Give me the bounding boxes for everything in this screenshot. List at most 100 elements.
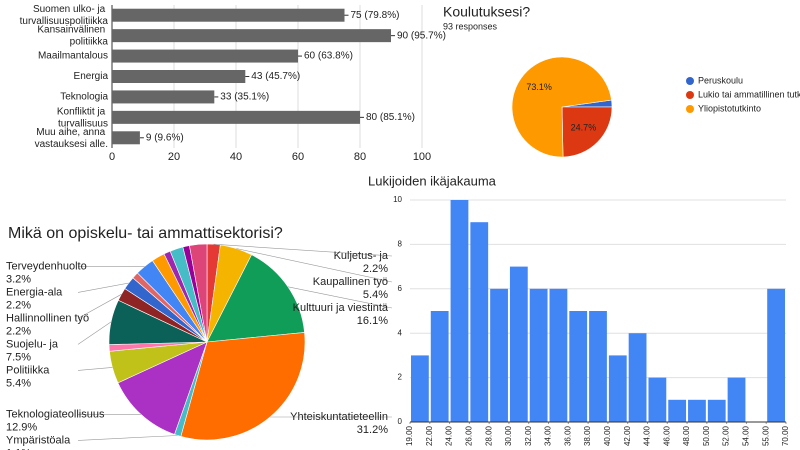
x-tick-label: 0 — [109, 151, 115, 163]
slice-percent: 31.2% — [357, 424, 388, 436]
leader-line — [213, 243, 393, 257]
y-tick-label: 0 — [398, 417, 403, 426]
slice-name: Kaupallinen työ — [313, 276, 388, 288]
x-tick-label: 38.00 — [583, 425, 592, 446]
slice-name: Kulttuuri ja viestintä — [293, 302, 389, 314]
bar — [112, 29, 391, 43]
slice-label: 24.7% — [571, 122, 597, 132]
y-tick-label: Maailmantalous — [38, 51, 108, 62]
y-tick-label: Kansainvälinen politiikka — [37, 24, 108, 47]
slice-percent: 12.9% — [6, 421, 37, 433]
bar — [648, 377, 667, 422]
x-tick-label: 20 — [168, 151, 180, 163]
x-tick-label: 54.00 — [742, 425, 751, 446]
y-tick-label: 8 — [398, 240, 403, 249]
x-tick-label: 30.00 — [504, 425, 513, 446]
x-tick-label: 55.00 — [761, 425, 770, 446]
x-tick-label: 40 — [230, 151, 242, 163]
x-tick-label: 26.00 — [464, 425, 473, 446]
x-tick-label: 22.00 — [425, 425, 434, 446]
leader-line — [287, 286, 393, 309]
leader-line — [77, 294, 122, 319]
x-tick-label: 60 — [292, 151, 304, 163]
slice-name: Teknologiateollisuus — [6, 408, 105, 420]
bar — [112, 131, 140, 145]
bar — [767, 288, 785, 422]
bar — [628, 333, 647, 422]
bar — [411, 355, 429, 422]
pie-slice — [189, 243, 208, 343]
slice-name: Politiikka — [6, 364, 50, 376]
bar — [707, 399, 726, 422]
bar — [430, 311, 449, 422]
x-tick-label: 32.00 — [524, 425, 533, 446]
bar — [112, 8, 345, 22]
slice-percent: 7.5% — [6, 351, 31, 363]
chart-title: Mikä on opiskelu- tai ammattisektorisi? — [8, 225, 283, 242]
x-tick-label: 24.00 — [445, 425, 454, 446]
y-tick-label: Konfliktit ja turvallisuus — [57, 106, 108, 129]
bar — [450, 200, 469, 422]
slice-name: Kuljetus- ja — [334, 250, 389, 262]
slice-name: Yhteiskuntatieteellin — [290, 411, 388, 423]
leader-line — [77, 367, 113, 371]
bar — [112, 49, 298, 63]
bar — [112, 110, 360, 124]
slice-percent: 1.1% — [6, 447, 31, 450]
x-tick-label: 48.00 — [682, 425, 691, 446]
value-label: 43 (45.7%) — [251, 71, 300, 82]
value-label: 33 (35.1%) — [220, 92, 269, 103]
x-tick-label: 42.00 — [623, 425, 632, 446]
bar — [490, 288, 508, 422]
leader-line — [77, 282, 129, 293]
x-tick-label: 36.00 — [563, 425, 572, 446]
bar — [688, 399, 706, 422]
y-tick-label: 2 — [398, 373, 403, 382]
slice-name: Energia-ala — [6, 286, 63, 298]
slice-name: Terveydenhuolto — [6, 260, 87, 272]
leader-line — [236, 248, 393, 283]
x-tick-label: 19.00 — [405, 425, 414, 446]
bar — [112, 70, 246, 83]
y-tick-label: 10 — [393, 195, 402, 204]
legend-label: Peruskoulu — [698, 75, 743, 85]
pie-slice — [561, 106, 613, 158]
bar — [112, 90, 215, 104]
slice-percent: 2.2% — [363, 263, 388, 275]
y-tick-label: 6 — [398, 284, 403, 293]
value-label: 75 (79.8%) — [351, 10, 400, 21]
slice-percent: 5.4% — [363, 289, 388, 301]
slice-percent: 2.2% — [6, 325, 31, 337]
legend-swatch — [686, 91, 694, 99]
legend-label: Lukio tai ammatillinen tutkinto — [698, 89, 800, 99]
x-tick-label: 40.00 — [603, 425, 612, 446]
bar — [549, 288, 568, 422]
value-label: 80 (85.1%) — [366, 112, 415, 123]
chart-title: Lukijoiden ikäjakauma — [368, 173, 497, 188]
x-tick-label: 46.00 — [662, 425, 671, 446]
slice-name: Suojelu- ja — [6, 338, 59, 350]
pie-slice — [117, 341, 208, 435]
y-tick-label: Suomen ulko- ja turvallisuuspolitiikka — [20, 4, 109, 27]
x-tick-label: 70.00 — [781, 425, 790, 446]
y-tick-label: Teknologia — [60, 92, 108, 103]
bar — [470, 222, 489, 422]
slice-percent: 2.2% — [6, 299, 31, 311]
bar — [569, 311, 588, 422]
chart-title: Koulutuksesi? — [443, 4, 530, 20]
bar — [589, 311, 607, 422]
legend-swatch — [686, 105, 694, 113]
value-label: 90 (95.7%) — [397, 30, 446, 41]
x-tick-label: 52.00 — [722, 425, 731, 446]
legend-swatch — [686, 77, 694, 85]
y-tick-label: 4 — [398, 328, 403, 337]
chart-subtitle: 93 responses — [443, 21, 498, 31]
slice-label: 73.1% — [526, 82, 552, 92]
slice-percent: 5.4% — [6, 377, 31, 389]
leader-line — [77, 321, 112, 345]
x-tick-label: 28.00 — [484, 425, 493, 446]
value-label: 60 (63.8%) — [304, 51, 353, 62]
bar — [668, 399, 687, 422]
x-tick-label: 50.00 — [702, 425, 711, 446]
